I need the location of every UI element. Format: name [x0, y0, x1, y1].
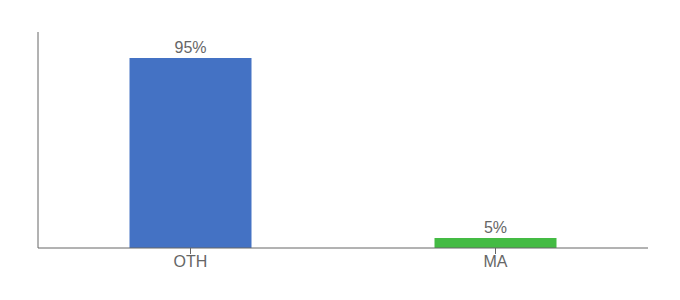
- svg-text:OTH: OTH: [174, 253, 208, 270]
- svg-text:95%: 95%: [174, 39, 206, 56]
- svg-text:5%: 5%: [484, 219, 507, 236]
- svg-text:MA: MA: [484, 253, 508, 270]
